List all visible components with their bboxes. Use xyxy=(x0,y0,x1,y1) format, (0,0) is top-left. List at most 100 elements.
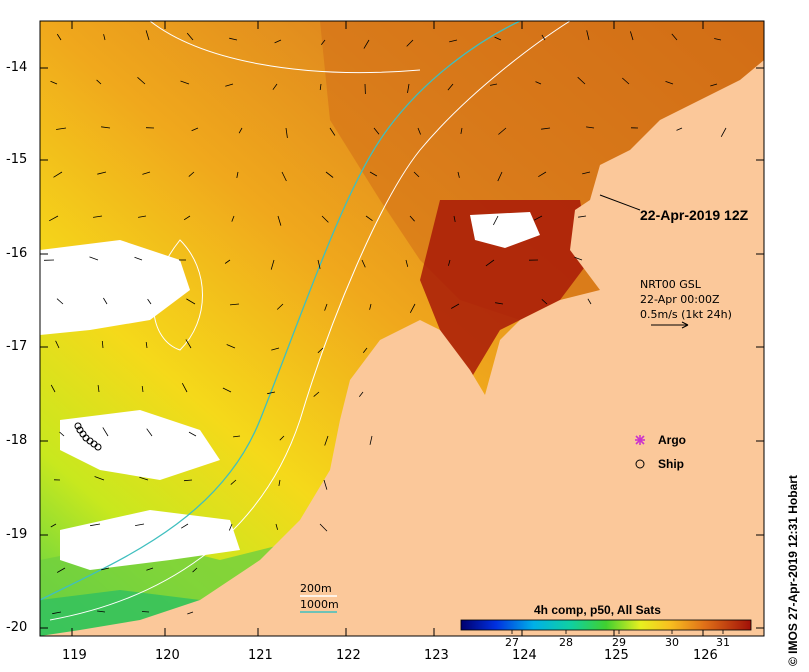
current-vector xyxy=(183,479,193,482)
current-vector xyxy=(185,339,192,349)
no-data-patch xyxy=(40,240,190,335)
current-vector xyxy=(281,171,287,182)
current-vector xyxy=(141,611,150,613)
current-vector xyxy=(59,431,65,437)
current-vector xyxy=(101,340,104,349)
timestamp-label: 22-Apr-2019 12Z xyxy=(640,207,749,223)
colorbar-tick-label: 29 xyxy=(612,636,626,649)
current-vector xyxy=(52,611,62,615)
current-vector xyxy=(276,303,284,310)
current-vector xyxy=(187,611,194,615)
current-vector xyxy=(495,302,504,305)
colorbar-title: 4h comp, p50, All Sats xyxy=(534,603,661,617)
current-vector xyxy=(320,39,326,45)
current-vector xyxy=(317,347,324,354)
colorbar-tick-label: 31 xyxy=(716,636,730,649)
current-vector xyxy=(447,83,454,91)
current-vector xyxy=(180,80,190,85)
current-vector xyxy=(407,83,410,93)
current-vector xyxy=(146,567,154,571)
current-vector xyxy=(409,215,415,222)
current-vector xyxy=(267,391,276,395)
current-vector xyxy=(586,126,595,129)
current-vector xyxy=(96,79,102,85)
current-vector xyxy=(56,33,62,41)
current-vector xyxy=(233,435,241,438)
current-vector xyxy=(229,303,240,306)
current-vector xyxy=(230,479,237,485)
current-vector xyxy=(89,256,99,261)
current-vector xyxy=(50,80,58,85)
current-vector xyxy=(582,171,591,175)
current-vector xyxy=(720,127,727,137)
current-vector xyxy=(138,215,147,218)
current-vector xyxy=(494,36,502,41)
current-vector xyxy=(97,171,107,175)
current-vector xyxy=(448,259,451,266)
lon-tick: 121 xyxy=(248,648,273,663)
ship-label: Ship xyxy=(658,457,684,471)
current-vector xyxy=(449,39,458,43)
current-vector xyxy=(324,303,328,311)
current-vectors xyxy=(43,30,727,615)
current-vector xyxy=(188,171,195,177)
current-vector xyxy=(56,127,67,130)
current-vector xyxy=(361,259,366,268)
current-legend-line1: NRT00 GSL xyxy=(640,278,701,291)
current-vector xyxy=(313,391,320,397)
current-vector xyxy=(498,127,507,135)
current-vector xyxy=(277,215,282,226)
lat-tick: -15 xyxy=(6,152,28,167)
current-vector xyxy=(319,523,328,532)
current-vector xyxy=(453,215,456,222)
current-vector xyxy=(49,215,59,222)
current-vector xyxy=(317,259,321,269)
timestamp-pointer xyxy=(599,194,641,211)
current-vector xyxy=(192,567,198,573)
current-vector xyxy=(676,127,683,131)
current-vector xyxy=(50,384,56,393)
current-vector xyxy=(90,523,101,527)
current-vector xyxy=(145,342,148,349)
lat-tick: -19 xyxy=(6,527,28,542)
current-vector xyxy=(323,479,328,490)
isobath-200m xyxy=(49,21,571,621)
current-scale-arrow xyxy=(651,321,689,329)
current-vector xyxy=(574,256,583,261)
lon-tick: 126 xyxy=(693,648,718,663)
current-vector xyxy=(665,81,674,85)
current-vector xyxy=(541,127,551,130)
current-vector xyxy=(186,32,194,41)
lon-tick: 124 xyxy=(512,648,537,663)
current-vector xyxy=(413,171,420,178)
current-vector xyxy=(319,83,322,91)
current-vector xyxy=(147,298,152,305)
current-vector xyxy=(186,298,196,305)
current-vector xyxy=(97,385,100,393)
current-vector xyxy=(451,303,460,309)
current-vector xyxy=(222,387,232,393)
current-vector xyxy=(577,76,586,85)
current-vector xyxy=(271,347,280,351)
current-vector xyxy=(457,171,460,178)
current-vector xyxy=(97,610,106,613)
argo-symbol xyxy=(635,435,645,445)
current-vector xyxy=(139,476,149,481)
current-vector xyxy=(231,215,235,222)
current-vector xyxy=(278,479,281,486)
current-vector xyxy=(145,30,150,41)
current-vector xyxy=(358,391,364,397)
current-vector xyxy=(93,215,103,218)
current-vector xyxy=(325,171,334,178)
current-vector xyxy=(56,298,64,305)
current-vector xyxy=(714,38,722,41)
credit-text: © IMOS 27-Apr-2019 12:31 Hobart xyxy=(786,475,800,666)
current-vector xyxy=(50,523,57,528)
lat-tick: -14 xyxy=(6,60,28,75)
current-vector xyxy=(137,77,146,85)
current-vector xyxy=(279,435,285,441)
lat-tick: -18 xyxy=(6,433,28,448)
current-vector xyxy=(134,256,143,261)
isobath-1000m xyxy=(40,21,521,601)
